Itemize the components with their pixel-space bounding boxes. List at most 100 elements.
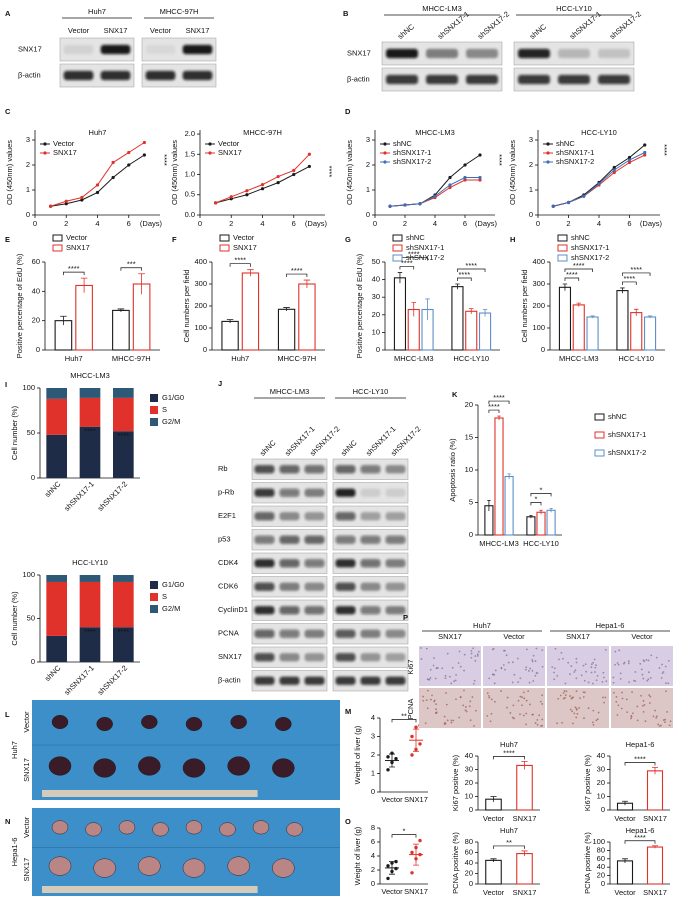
x-tick-label: 2 <box>64 219 68 228</box>
error-bar <box>490 858 497 862</box>
bar <box>75 284 93 351</box>
ihc-cell <box>576 712 579 715</box>
bar-segment <box>113 431 134 478</box>
row-label: β-actin <box>347 74 370 83</box>
ihc-cell <box>422 699 425 702</box>
blot-frame <box>141 63 217 88</box>
column-label: SNX17 <box>566 632 590 641</box>
error-bar <box>425 298 430 321</box>
error-bar <box>303 279 311 288</box>
ihc-cell <box>604 649 607 651</box>
significance-label: * <box>534 494 537 503</box>
data-point <box>448 175 452 180</box>
significance-bracket <box>457 268 486 272</box>
legend-swatch <box>150 406 158 414</box>
band <box>279 559 300 568</box>
y-tick-label: 30 <box>372 292 380 301</box>
ihc-cell <box>458 650 461 653</box>
ihc-cell <box>464 709 467 712</box>
ihc-cell <box>657 723 660 726</box>
error-bar <box>497 415 501 420</box>
y-tick-label: 0 <box>26 210 30 219</box>
tumor <box>93 858 116 878</box>
x-tick-label: 0 <box>33 219 37 228</box>
legend-marker <box>383 151 387 155</box>
data-point <box>49 204 53 208</box>
ihc-cell <box>455 698 457 701</box>
x-tick-label: MHCC-97H <box>277 354 316 363</box>
x-tick-label: SNX17 <box>513 814 537 823</box>
ihc-cell <box>564 694 567 697</box>
row-label: SNX17 <box>18 44 42 53</box>
data-point <box>597 182 601 186</box>
ihc-cell <box>595 719 598 722</box>
panel-title: MHCC-97H <box>243 128 282 137</box>
y-tick-label: 20 <box>465 868 473 877</box>
bar <box>572 304 585 351</box>
error-bar <box>652 767 658 775</box>
lane-label: shNC <box>396 22 417 41</box>
ihc-cell <box>540 725 543 727</box>
ihc-cell <box>578 707 581 709</box>
error-bar <box>482 309 488 317</box>
data-point <box>448 185 452 190</box>
legend-label: shSNX17-2 <box>393 157 431 166</box>
legend-label: G1/G0 <box>162 580 184 589</box>
significance-bracket <box>622 281 637 285</box>
significance-label: **** <box>465 261 477 270</box>
ihc-cell <box>650 654 653 657</box>
y-tick-label: 100 <box>22 383 35 392</box>
band <box>385 488 406 497</box>
band <box>385 465 406 474</box>
legend-label: shNC <box>608 412 627 421</box>
significance-bracket <box>120 267 142 271</box>
ihc-cell <box>614 650 617 653</box>
significance-bracket <box>493 756 525 760</box>
x-tick-label: SNX17 <box>404 887 428 896</box>
panel-letter: P <box>403 613 408 622</box>
band <box>386 48 418 59</box>
data-point <box>386 864 390 868</box>
ihc-cell <box>525 648 528 651</box>
ihc-cell <box>476 653 479 656</box>
legend-label: shNC <box>406 233 425 242</box>
x-tick-label: 4 <box>433 219 437 228</box>
row-label: PCNA <box>406 699 415 720</box>
y-tick-label: 3 <box>371 731 375 740</box>
ihc-cell <box>652 715 655 718</box>
ihc-cell <box>532 680 535 682</box>
ihc-cell <box>535 647 538 650</box>
tumor <box>141 715 158 730</box>
y-tick-label: 1.0 <box>185 170 195 179</box>
ihc-cell <box>541 718 544 721</box>
ihc-cell <box>512 704 515 707</box>
ihc-cell <box>519 677 522 680</box>
data-point <box>433 194 437 198</box>
bar-segment <box>113 627 134 662</box>
ihc-cell <box>573 712 576 715</box>
ihc-cell <box>602 696 604 699</box>
y-tick-label: 0 <box>36 345 40 354</box>
ihc-cell <box>593 658 596 661</box>
tumor <box>286 822 303 837</box>
band <box>360 559 381 568</box>
ihc-cell <box>612 681 615 684</box>
y-tick-label: 5 <box>469 497 473 506</box>
data-point <box>463 178 467 182</box>
significance-label: **** <box>630 265 642 274</box>
significance-label: **** <box>495 154 504 166</box>
ruler <box>42 886 258 893</box>
bar-segment <box>79 426 101 478</box>
ihc-cell <box>556 722 558 725</box>
ihc-cell <box>661 672 664 675</box>
ihc-cell <box>446 719 449 722</box>
ihc-cell <box>585 670 588 673</box>
band <box>335 653 356 662</box>
ihc-cell <box>541 703 544 705</box>
ihc-cell <box>433 699 436 702</box>
y-axis-label: PCNA positive (%) <box>451 832 460 894</box>
legend-swatch <box>392 254 403 262</box>
band <box>304 488 325 497</box>
significance-bracket <box>564 277 580 281</box>
significance-label: **** <box>84 627 96 636</box>
